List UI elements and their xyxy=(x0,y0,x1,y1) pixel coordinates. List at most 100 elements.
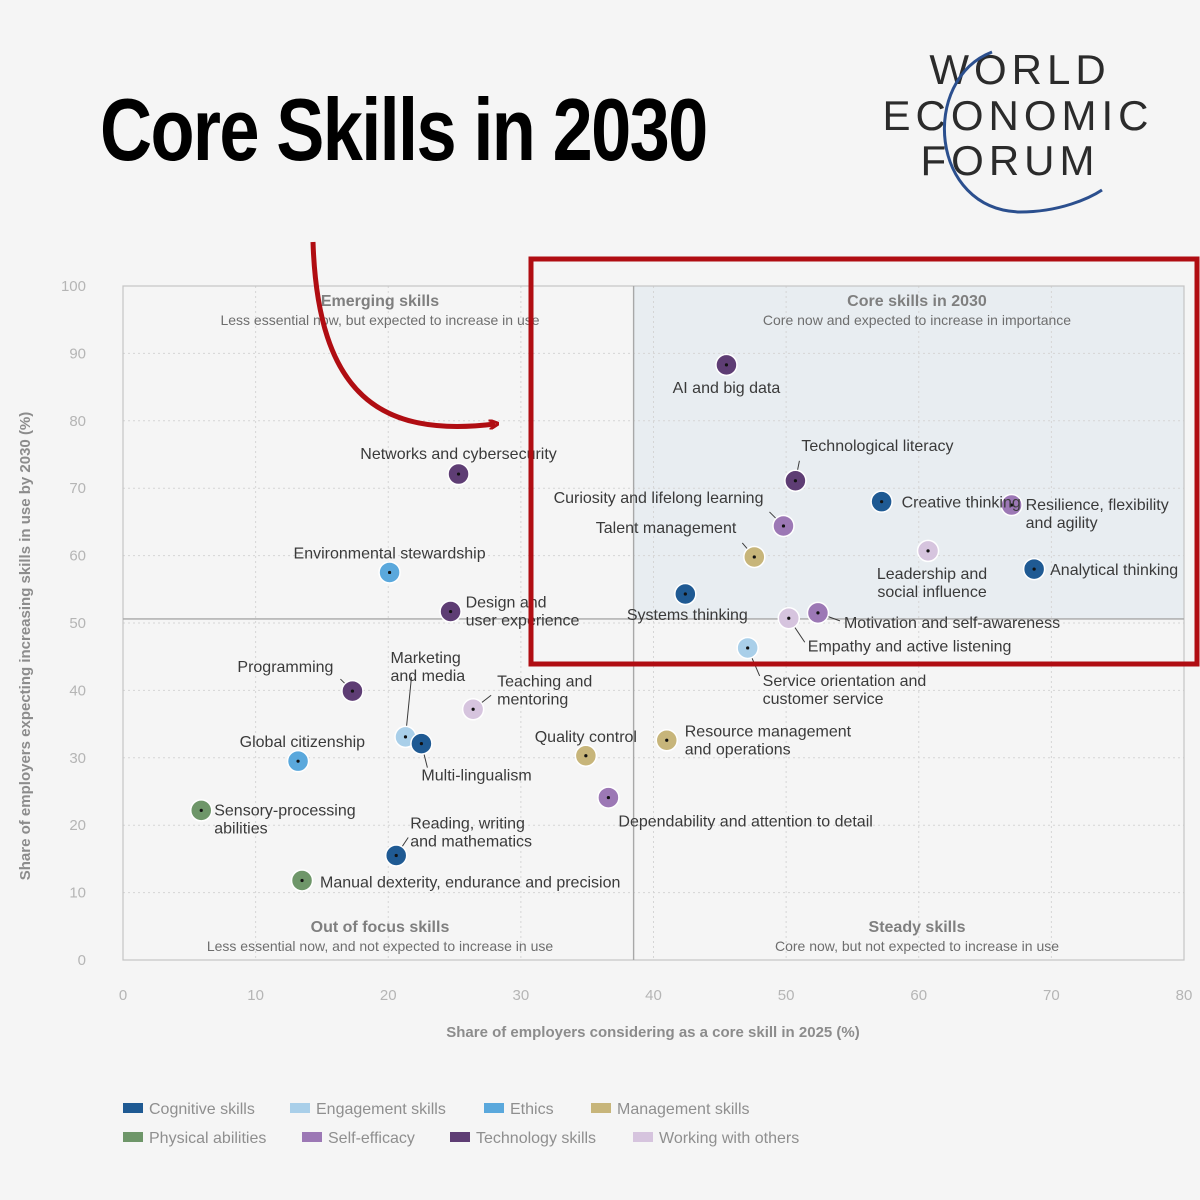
label-creative-thinking: Creative thinking xyxy=(902,495,1021,512)
point-center-dot xyxy=(471,707,475,711)
label-leadership-and-social-influence: social influence xyxy=(877,584,987,601)
logo-arc xyxy=(942,50,1103,214)
gridlines xyxy=(123,286,1184,960)
point-center-dot xyxy=(296,759,300,763)
label-motivation-and-self-awareness: Motivation and self-awareness xyxy=(844,615,1060,632)
x-tick-label: 30 xyxy=(513,987,530,1004)
legend-label-engagement-skills: Engagement skills xyxy=(316,1101,446,1118)
label-quality-control: Quality control xyxy=(535,729,637,746)
point-center-dot xyxy=(781,524,786,528)
label-marketing-and-media: Marketing xyxy=(390,650,460,667)
label-global-citizenship: Global citizenship xyxy=(240,734,366,751)
label-technological-literacy: Technological literacy xyxy=(801,438,953,455)
label-sensory-processing-abilities: abilities xyxy=(214,820,267,837)
label-resilience-flexibility-and-agility: Resilience, flexibility xyxy=(1026,497,1169,514)
legend-label-working-with-others: Working with others xyxy=(659,1130,799,1147)
quadrant-subtitle-core: Core now and expected to increase in imp… xyxy=(763,312,1071,328)
legend-label-technology-skills: Technology skills xyxy=(476,1130,596,1147)
label-ai-and-big-data: AI and big data xyxy=(673,380,781,397)
y-tick-label: 50 xyxy=(69,615,86,632)
point-center-dot xyxy=(683,592,687,596)
legend-swatch-self-efficacy xyxy=(302,1132,322,1142)
point-center-dot xyxy=(880,500,884,504)
point-center-dot xyxy=(456,472,461,476)
label-resource-management-and-operations: and operations xyxy=(685,741,791,758)
x-tick-label: 70 xyxy=(1043,987,1060,1004)
core-skills-highlight-box xyxy=(528,256,1200,667)
y-tick-label: 20 xyxy=(69,817,86,834)
x-tick-label: 0 xyxy=(119,987,127,1004)
label-leadership-and-social-influence: Leadership and xyxy=(877,566,987,583)
label-resource-management-and-operations: Resource management xyxy=(685,723,852,740)
label-empathy-and-active-listening: Empathy and active listening xyxy=(808,638,1012,655)
point-center-dot xyxy=(793,479,798,483)
legend-swatch-working-with-others xyxy=(633,1132,653,1142)
pointer-arrow xyxy=(310,241,495,426)
quadrant-captions: Emerging skills Less essential now, but … xyxy=(207,293,1071,954)
label-manual-dexterity-endurance-and-precision: Manual dexterity, endurance and precisio… xyxy=(320,874,620,891)
legend-label-physical-abilities: Physical abilities xyxy=(149,1130,266,1147)
label-reading-writing-and-mathematics: Reading, writing xyxy=(410,816,525,833)
point-center-dot xyxy=(724,363,729,367)
point-center-dot xyxy=(584,754,588,758)
y-tick-label: 70 xyxy=(69,480,86,497)
world-economic-forum-logo: WORLD ECONOMIC FORUM xyxy=(883,46,1149,214)
y-tick-label: 30 xyxy=(69,750,86,767)
legend-label-cognitive-skills: Cognitive skills xyxy=(149,1101,255,1118)
axis-ticks: 0 10 20 30 40 50 60 70 80 0 10 20 30 40 50 60 70 80 90 100 xyxy=(61,278,1192,1004)
quadrant-subtitle-emerging: Less essential now, but expected to incr… xyxy=(220,312,539,328)
y-tick-label: 60 xyxy=(69,548,86,565)
point-center-dot xyxy=(752,555,756,559)
x-tick-label: 10 xyxy=(247,987,264,1004)
legend-label-self-efficacy: Self-efficacy xyxy=(328,1130,415,1147)
label-multi-lingualism: Multi-lingualism xyxy=(421,768,531,785)
y-tick-label: 0 xyxy=(78,952,86,969)
core-quadrant-background xyxy=(633,286,1184,619)
legend-label-management-skills: Management skills xyxy=(617,1101,750,1118)
point-center-dot xyxy=(419,742,424,746)
label-teaching-and-mentoring: Teaching and xyxy=(497,673,592,690)
label-dependability-and-attention-to-detail: Dependability and attention to detail xyxy=(618,814,872,831)
point-center-dot xyxy=(394,853,398,858)
x-tick-label: 20 xyxy=(380,987,397,1004)
point-center-dot xyxy=(199,808,203,812)
point-center-dot xyxy=(350,689,355,693)
quadrant-title-core: Core skills in 2030 xyxy=(847,293,987,310)
y-tick-label: 40 xyxy=(69,682,86,699)
quadrant-subtitle-steady: Core now, but not expected to increase i… xyxy=(775,938,1059,954)
logo-line-1: WORLD xyxy=(929,46,1110,93)
legend-swatch-management-skills xyxy=(591,1103,611,1113)
plot-frame xyxy=(122,285,1185,961)
label-curiosity-and-lifelong-learning: Curiosity and lifelong learning xyxy=(554,490,764,507)
legend-swatch-engagement-skills xyxy=(290,1103,310,1113)
quadrant-title-emerging: Emerging skills xyxy=(321,293,439,310)
legend: Cognitive skills Engagement skills Ethics M… xyxy=(123,1101,799,1147)
legend-swatch-cognitive-skills xyxy=(123,1103,143,1113)
legend-swatch-physical-abilities xyxy=(123,1132,143,1142)
label-design-and-user-experience: Design and xyxy=(466,595,547,612)
point-center-dot xyxy=(787,616,791,620)
quadrant-subtitle-out-of-focus: Less essential now, and not expected to … xyxy=(207,938,554,954)
label-reading-writing-and-mathematics: and mathematics xyxy=(410,834,532,851)
label-programming: Programming xyxy=(237,659,333,676)
y-tick-label: 80 xyxy=(69,413,86,430)
x-tick-label: 40 xyxy=(645,987,662,1004)
plot-border xyxy=(122,285,1185,961)
label-teaching-and-mentoring: mentoring xyxy=(497,691,568,708)
label-systems-thinking: Systems thinking xyxy=(627,607,748,624)
point-center-dot xyxy=(665,738,669,742)
legend-swatch-technology-skills xyxy=(450,1132,470,1142)
y-axis-title: Share of employers expecting increasing … xyxy=(17,412,34,881)
label-design-and-user-experience: user experience xyxy=(466,613,580,630)
y-tick-label: 90 xyxy=(69,345,86,362)
label-service-orientation-and-customer-service: customer service xyxy=(763,691,884,708)
point-center-dot xyxy=(300,878,304,883)
label-environmental-stewardship: Environmental stewardship xyxy=(294,545,486,562)
label-talent-management: Talent management xyxy=(596,520,737,537)
label-sensory-processing-abilities: Sensory-processing xyxy=(214,802,355,819)
point-center-dot xyxy=(448,609,453,614)
data-point-labels: AI and big data Technological literacy Cre… xyxy=(214,380,1178,892)
label-marketing-and-media: and media xyxy=(390,668,465,685)
label-networks-and-cybersecurity: Networks and cybersecurity xyxy=(360,446,557,463)
x-tick-label: 80 xyxy=(1176,987,1193,1004)
